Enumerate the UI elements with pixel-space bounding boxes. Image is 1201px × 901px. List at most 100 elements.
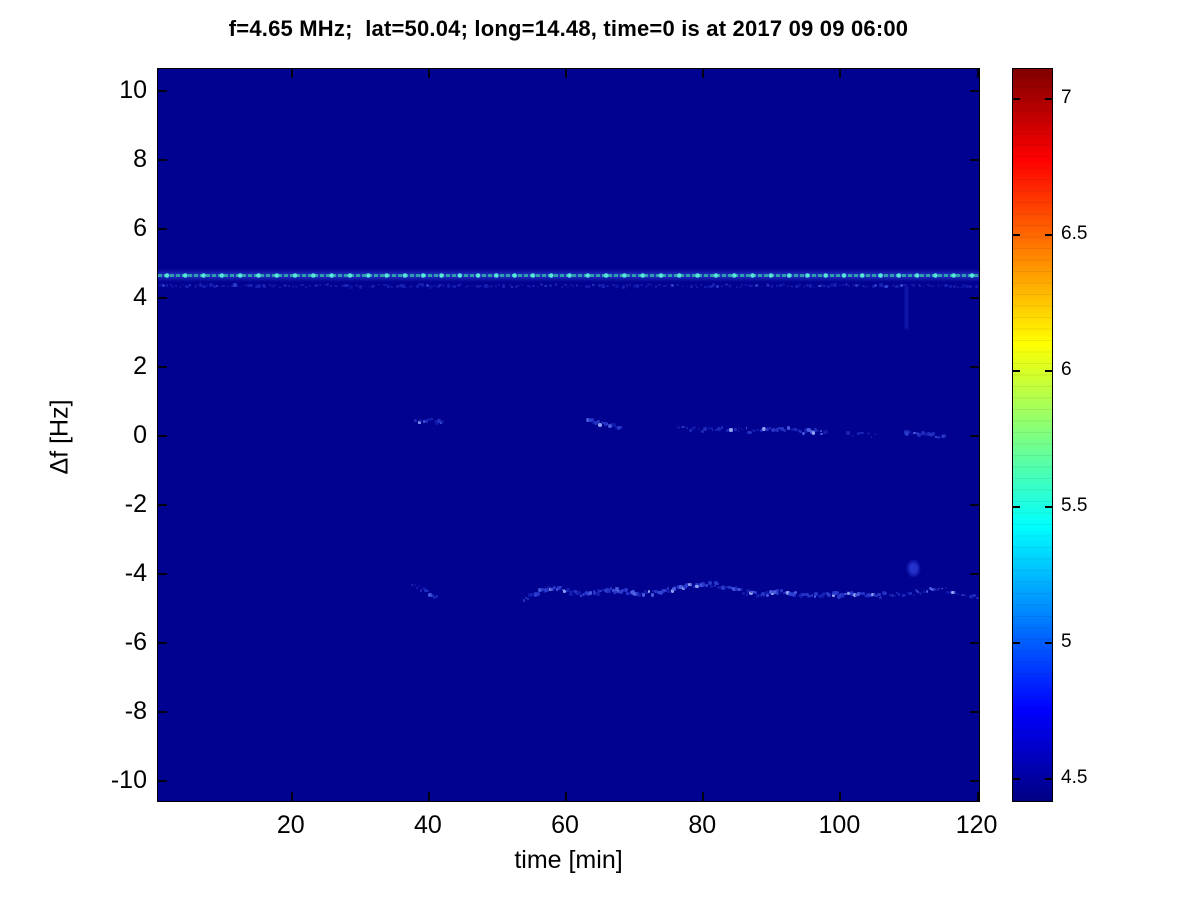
data-speckle (922, 590, 925, 593)
data-speckle (809, 429, 814, 434)
data-speckle (884, 284, 888, 288)
data-speckle (805, 592, 809, 597)
data-speckle (870, 436, 873, 438)
y-tick-mark (970, 297, 979, 300)
data-speckle (640, 592, 643, 595)
data-speckle (382, 283, 385, 286)
y-tick-mark (970, 641, 979, 644)
data-speckle (738, 427, 741, 430)
data-speckle (404, 285, 407, 288)
data-speckle (791, 428, 795, 432)
data-speckle (420, 283, 425, 287)
data-speckle (938, 436, 941, 439)
data-speckle (671, 284, 674, 287)
data-speckle (676, 283, 679, 286)
data-speckle (391, 285, 393, 288)
data-speckle (527, 284, 532, 289)
data-speckle (415, 420, 418, 423)
data-speckle (301, 283, 304, 286)
data-speckle (349, 285, 353, 289)
data-speckle (729, 428, 733, 432)
data-speckle (695, 584, 699, 589)
data-speckle (498, 283, 501, 286)
data-speckle (562, 588, 565, 592)
y-tick-mark (158, 779, 167, 782)
data-speckle (771, 592, 774, 596)
y-tick-label: 6 (133, 214, 147, 243)
data-speckle (717, 585, 721, 590)
data-speckle (387, 284, 391, 288)
data-speckle (856, 592, 861, 596)
data-speckle (713, 581, 718, 586)
data-speckle (721, 586, 726, 590)
data-speckle (960, 285, 963, 288)
data-speckle (895, 285, 899, 289)
data-speckle (325, 283, 329, 287)
data-speckle (568, 591, 574, 596)
data-speckle (761, 426, 766, 431)
data-speckle (487, 284, 491, 288)
data-speckle (616, 285, 620, 288)
data-speckle (532, 285, 535, 288)
data-speckle (587, 284, 591, 288)
data-speckle (916, 590, 919, 594)
data-speckle (872, 593, 877, 598)
data-speckle (642, 593, 646, 597)
data-speckle (559, 586, 562, 589)
data-speckle (679, 585, 683, 589)
data-speckle (539, 587, 544, 592)
data-speckle (453, 284, 457, 288)
data-speckle (697, 428, 700, 431)
data-speckle (626, 592, 630, 596)
data-speckle (544, 284, 547, 287)
data-speckle (243, 284, 247, 288)
data-speckle (670, 283, 673, 286)
data-speckle (434, 420, 439, 425)
lower-trace-onset (158, 69, 979, 801)
data-speckle (527, 285, 529, 288)
data-speckle (474, 284, 477, 287)
data-speckle (524, 596, 528, 600)
data-speckle (832, 594, 835, 598)
data-speckle (715, 285, 719, 289)
data-speckle (509, 283, 512, 287)
data-speckle (563, 590, 566, 593)
data-speckle (560, 285, 563, 288)
data-speckle (782, 591, 786, 595)
y-tick-label: -2 (124, 489, 147, 518)
y-tick-mark (970, 435, 979, 437)
data-speckle (550, 586, 555, 592)
data-speckle (841, 283, 844, 286)
data-speckle (710, 585, 713, 588)
data-speckle (159, 283, 163, 287)
data-speckle (754, 590, 758, 594)
x-tick-label: 120 (955, 811, 998, 839)
y-tick-mark (970, 159, 979, 162)
y-tick-mark (158, 572, 167, 575)
data-speckle (934, 436, 937, 439)
data-speckle (899, 284, 903, 288)
data-speckle (935, 587, 940, 592)
data-speckle (671, 586, 677, 592)
y-tick-label: -8 (124, 696, 147, 725)
data-speckle (785, 591, 790, 596)
data-speckle (590, 417, 594, 422)
carrier-line-bright-dots (158, 273, 979, 279)
data-speckle (439, 422, 442, 425)
data-speckle (917, 433, 921, 438)
plot-title: f=4.65 MHz; lat=50.04; long=14.48, time=… (228, 16, 909, 41)
colorbar-band-texture (1013, 69, 1052, 801)
data-speckle (594, 420, 599, 425)
data-speckle (874, 432, 877, 435)
data-speckle (750, 590, 754, 594)
data-speckle (466, 285, 469, 288)
data-speckle (949, 285, 952, 288)
data-speckle (527, 593, 532, 598)
data-speckle (972, 593, 976, 598)
data-speckle (945, 283, 949, 287)
data-speckle (961, 593, 964, 596)
x-tick-label: 60 (551, 811, 579, 839)
data-speckle (775, 589, 779, 593)
data-speckle (647, 590, 651, 593)
y-tick-label: 2 (133, 352, 147, 381)
